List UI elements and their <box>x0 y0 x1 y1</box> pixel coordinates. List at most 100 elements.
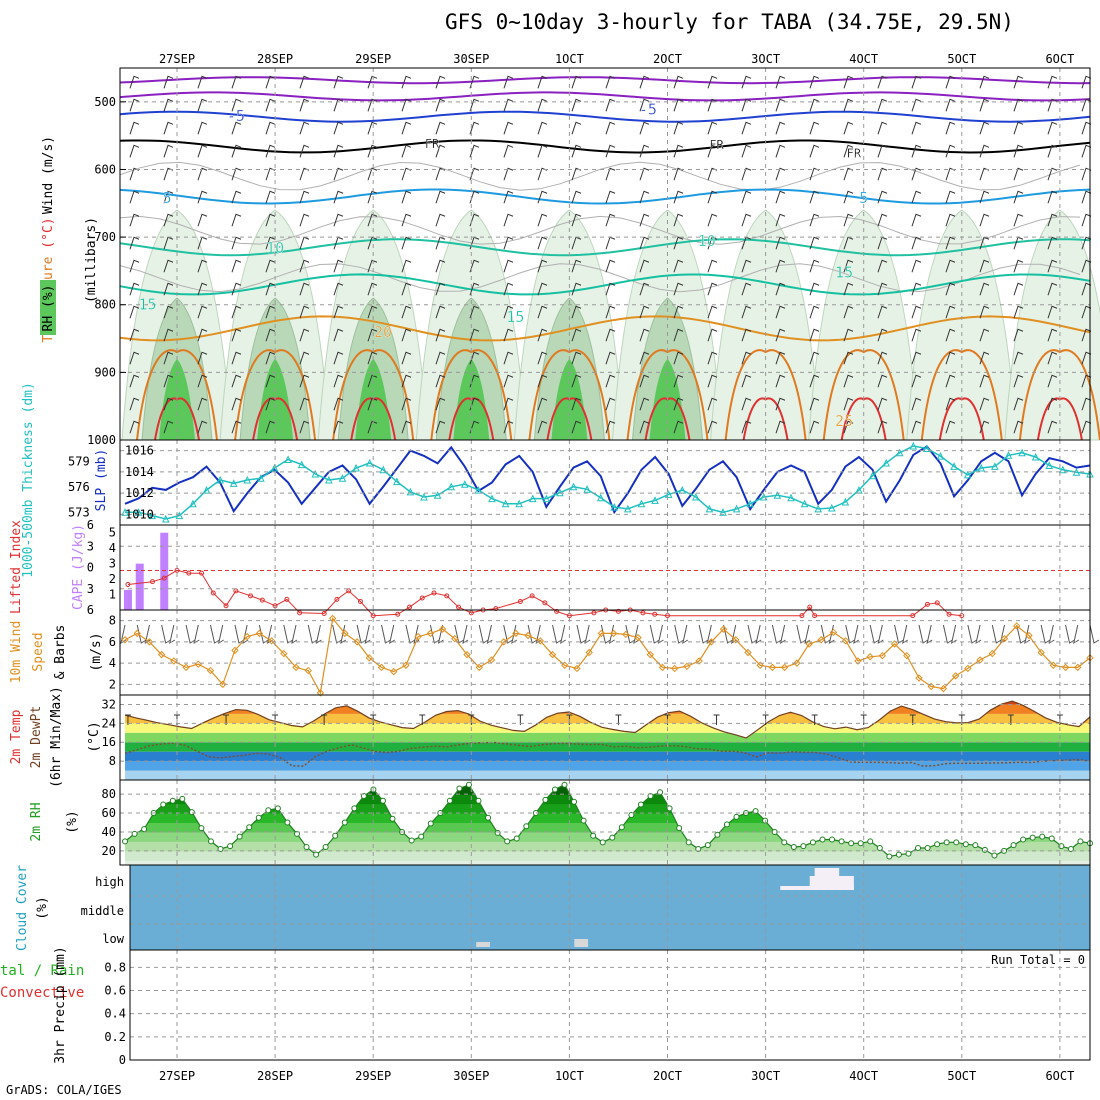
cloud-low-block <box>476 942 490 947</box>
wind-speed-marker <box>1013 622 1021 630</box>
contour-label: 15 <box>506 308 524 326</box>
wind-barb <box>469 121 480 135</box>
rh-marker <box>131 830 138 837</box>
wind-barb <box>1081 75 1092 89</box>
wind-barb <box>129 374 140 388</box>
date-label-bottom: 5OCT <box>947 1069 976 1083</box>
rh-marker <box>188 809 195 816</box>
wind-speed-marker <box>768 663 777 672</box>
wind-barb <box>1047 167 1058 181</box>
temp-isotherm <box>119 188 1091 205</box>
wind-barb <box>469 98 480 112</box>
wind-barb <box>911 305 922 319</box>
wind-barb <box>1081 121 1092 135</box>
temp-band <box>125 701 1090 705</box>
wind-speed-marker <box>561 661 569 669</box>
wind-barb <box>333 213 344 227</box>
wind-barb <box>265 351 276 365</box>
precip-tick-label: 0.2 <box>104 1030 126 1044</box>
wind-barb <box>537 259 548 273</box>
wind-barb <box>674 624 684 644</box>
wind-barb <box>911 328 922 342</box>
rh-contour <box>119 263 1081 293</box>
thickness-marker <box>202 486 211 494</box>
wind-speed-marker <box>377 663 386 672</box>
wind-barb <box>845 624 855 644</box>
wind-barb <box>639 328 650 342</box>
wind-barb <box>1081 98 1092 112</box>
wind-speed-marker <box>597 629 606 638</box>
wind-speed-marker <box>585 648 593 657</box>
contour-label: FR <box>425 137 440 151</box>
cloud-level-label: high <box>95 875 124 889</box>
wind-barb <box>163 190 174 204</box>
rh-marker <box>991 852 998 859</box>
rh-marker <box>217 845 224 852</box>
wind-barb <box>367 98 378 112</box>
wind-barb <box>231 397 242 411</box>
cape-tick-label: 4 <box>109 541 116 555</box>
rh-band <box>125 784 1090 795</box>
temp-isotherm <box>136 349 218 441</box>
rh-marker <box>857 840 864 847</box>
wind-barb <box>605 328 616 342</box>
wind-barb <box>673 167 684 181</box>
wind-barb <box>1024 624 1031 645</box>
date-label-top: 28SEP <box>257 52 293 66</box>
rh-marker <box>752 808 759 815</box>
wind-barb <box>367 282 378 296</box>
temp-isotherm <box>626 349 709 441</box>
wind-barb <box>367 75 378 89</box>
lifted-index-marker <box>346 588 352 594</box>
lifted-index-marker <box>517 599 523 604</box>
wind-barb <box>741 374 752 388</box>
thickness-marker <box>175 511 184 520</box>
wind-barb <box>894 624 904 644</box>
axis-label-rh2m: 2m RH <box>29 802 44 841</box>
rh-marker <box>943 839 950 846</box>
rh-marker <box>637 801 644 808</box>
rh-marker <box>265 807 272 814</box>
wind-barb <box>234 624 245 644</box>
wind-barb <box>877 420 888 434</box>
wind-barb <box>775 259 786 273</box>
wind-barb <box>231 259 242 273</box>
date-label-bottom: 3OCT <box>751 1069 780 1083</box>
lifted-index-marker <box>125 582 131 587</box>
axis-label-minmax: (6hr Min/Max) <box>49 686 64 788</box>
thickness-marker <box>121 508 129 516</box>
wind-barb <box>775 374 786 388</box>
rh-marker <box>284 819 291 826</box>
wind-barb <box>367 213 378 227</box>
rh-marker <box>379 797 386 804</box>
lifted-index-marker <box>640 610 646 616</box>
wind-speed-marker <box>243 632 251 641</box>
contour-label: 5 <box>859 189 868 207</box>
wind-barb <box>129 397 140 411</box>
run-total-label: Run Total = 0 <box>991 953 1085 967</box>
wind-barb <box>231 98 242 112</box>
wind-barb <box>1013 282 1024 296</box>
wind-barb <box>698 624 709 644</box>
wind-barb <box>210 624 220 644</box>
wind-barb <box>571 374 582 388</box>
lifted-index-marker <box>615 608 621 614</box>
wind-barb <box>435 167 446 181</box>
wind-barb <box>979 190 990 204</box>
wind-speed-marker <box>292 663 300 672</box>
rh-marker <box>179 795 186 802</box>
wind-barb <box>639 282 650 296</box>
wind-barb <box>605 236 616 250</box>
wind-barb <box>1047 144 1058 158</box>
rh-marker <box>389 815 396 822</box>
rh-band <box>125 841 1090 852</box>
wind-barb <box>401 144 412 158</box>
thickness-marker <box>257 474 265 482</box>
wind-barb <box>537 121 548 135</box>
thickness-tick-label: 576 <box>68 480 90 494</box>
wind-barb <box>197 282 208 296</box>
wind-barb <box>1047 282 1058 296</box>
thickness-marker <box>528 494 537 503</box>
cape-bar <box>123 589 132 610</box>
wind-barb <box>673 374 684 388</box>
